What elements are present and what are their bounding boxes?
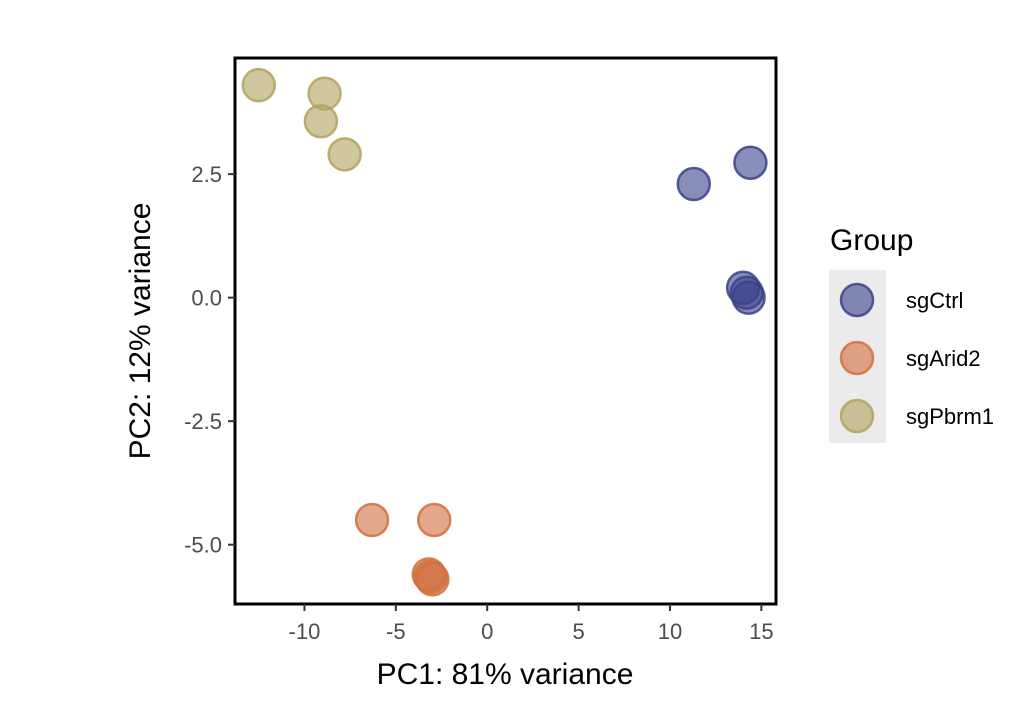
legend-key-sgPbrm1 <box>839 398 875 434</box>
legend-items: sgCtrl sgArid2 sgPbrm1 <box>839 282 994 434</box>
point-sgCtrl-5 <box>729 275 765 310</box>
legend-label-sgCtrl: sgCtrl <box>906 288 963 313</box>
y-axis-title: PC2: 12% variance <box>124 203 157 460</box>
y-axis: -5.0 -2.5 0.0 2.5 <box>184 162 235 558</box>
point-sgPbrm1-3 <box>303 103 339 139</box>
point-sgPbrm1-4 <box>327 137 362 172</box>
x-tick-label: 10 <box>658 619 682 644</box>
y-tick-label: 0.0 <box>191 286 222 311</box>
point-sgArid2-1 <box>354 502 390 538</box>
y-tick-label: -5.0 <box>184 533 222 558</box>
y-tick-label: 2.5 <box>191 162 222 187</box>
point-sgArid2-2 <box>416 502 452 538</box>
x-axis: -10 -5 0 5 10 15 <box>289 604 774 644</box>
legend-key-sgArid2 <box>839 340 875 376</box>
legend-label-sgArid2: sgArid2 <box>906 346 981 371</box>
x-tick-label: -10 <box>289 619 321 644</box>
point-sgPbrm1-1 <box>241 67 277 103</box>
x-tick-label: 5 <box>572 619 584 644</box>
legend-key-sgCtrl <box>839 282 875 318</box>
legend-title: Group <box>830 224 913 257</box>
x-tick-label: 15 <box>749 619 773 644</box>
points-layer <box>241 67 768 597</box>
legend: Group sgCtrl sgArid2 sgPbrm1 <box>829 224 994 443</box>
legend-label-sgPbrm1: sgPbrm1 <box>906 404 994 429</box>
point-sgCtrl-1 <box>676 166 712 202</box>
plot-panel <box>233 56 778 606</box>
x-axis-title: PC1: 81% variance <box>377 658 634 691</box>
y-tick-label: -2.5 <box>184 409 222 434</box>
point-sgCtrl-2 <box>733 145 768 181</box>
x-tick-label: -5 <box>386 619 406 644</box>
x-tick-label: 0 <box>481 619 493 644</box>
point-sgArid2-5 <box>413 559 448 595</box>
